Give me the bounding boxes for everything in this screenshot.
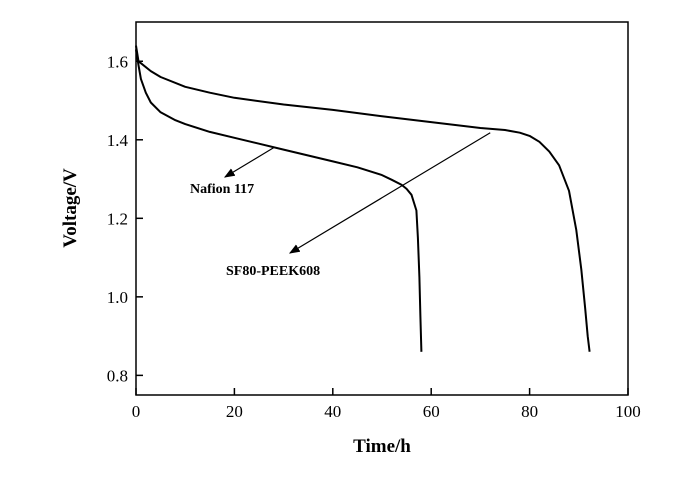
x-tick-label: 20 — [226, 402, 243, 421]
series-lines — [135, 45, 591, 352]
axis-ticks: 0 20 40 60 80 100 0.8 1.0 1.2 1.4 1.6 — [107, 52, 641, 421]
y-tick-label: 1.6 — [107, 52, 128, 71]
y-tick-label: 0.8 — [107, 366, 128, 385]
y-tick-label: 1.4 — [107, 131, 129, 150]
series-line-1 — [135, 49, 423, 352]
series-line-2 — [135, 45, 591, 352]
y-tick-label: 1.2 — [107, 209, 128, 228]
x-tick-label: 0 — [132, 402, 141, 421]
annotation-label-nafion: Nafion 117 — [190, 182, 254, 197]
x-tick-label: 100 — [615, 402, 641, 421]
x-tick-label: 60 — [423, 402, 440, 421]
plot-frame — [135, 21, 629, 396]
y-tick-label: 1.0 — [107, 288, 128, 307]
x-tick-label: 80 — [521, 402, 538, 421]
y-axis-title: Voltage/V — [60, 168, 81, 248]
x-axis-title: Time/h — [353, 436, 411, 457]
annotation-arrow-nafion — [223, 147, 275, 178]
annotation-arrow-sf80 — [288, 132, 491, 254]
x-tick-label: 40 — [324, 402, 341, 421]
annotations: Nafion 117 SF80-PEEK608 — [190, 132, 491, 279]
annotation-label-sf80: SF80-PEEK608 — [226, 264, 320, 279]
